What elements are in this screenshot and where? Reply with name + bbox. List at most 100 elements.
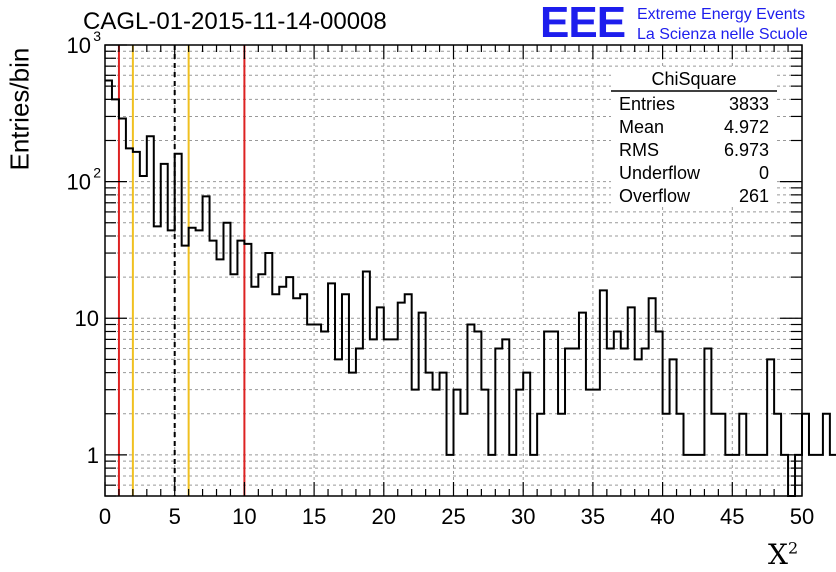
histogram-bin — [565, 349, 572, 496]
histogram-bin — [391, 339, 398, 496]
histogram-bin — [223, 223, 230, 496]
x-tick-label: 35 — [581, 504, 605, 529]
histogram-bin — [767, 359, 774, 496]
grid-layer — [105, 45, 802, 496]
histogram-bin — [237, 241, 244, 496]
histogram-bin — [300, 294, 307, 496]
histogram-bin — [704, 349, 711, 496]
eee-logo: EEE Extreme Energy Events La Scienza nel… — [540, 0, 830, 46]
histogram-bin — [663, 414, 670, 496]
histogram-bin — [210, 241, 217, 496]
histogram-bin — [711, 414, 718, 496]
histogram-bin — [196, 230, 203, 496]
histogram-bin — [488, 455, 495, 496]
histogram-bin — [830, 455, 836, 496]
histogram-bin — [467, 324, 474, 496]
x-axis-label-exponent: 2 — [787, 538, 799, 558]
histogram-bin — [495, 349, 502, 496]
histogram-bin — [147, 136, 154, 496]
histogram-bin — [690, 455, 697, 496]
histogram-bin — [621, 349, 628, 496]
histogram-bin — [447, 455, 454, 496]
y-tick-label: 1 — [87, 443, 99, 468]
histogram-bin — [384, 339, 391, 496]
histogram-bin — [307, 324, 314, 496]
logo-text-line2: La Scienza nelle Scuole — [637, 26, 808, 43]
histogram-bin — [474, 331, 481, 496]
histogram-bin — [530, 455, 537, 496]
histogram-bin — [412, 390, 419, 496]
x-tick-label: 20 — [372, 504, 396, 529]
histogram-bin — [481, 390, 488, 496]
histogram-bin — [753, 455, 760, 496]
stats-row-value: 0 — [759, 163, 769, 183]
histogram-layer — [105, 79, 836, 497]
x-tick-label: 45 — [720, 504, 744, 529]
histogram-bin — [781, 455, 788, 496]
histogram-bin — [649, 298, 656, 496]
histogram-bin — [349, 373, 356, 496]
histogram-bin — [509, 455, 516, 496]
histogram-bin — [230, 274, 237, 496]
histogram-bin — [328, 283, 335, 496]
histogram-bin — [258, 274, 265, 496]
reference-lines-layer — [117, 45, 246, 496]
histogram-bin — [335, 359, 342, 496]
histogram-bin — [809, 455, 816, 496]
histogram-bin — [502, 339, 509, 496]
histogram-bin — [718, 414, 725, 496]
histogram-bin — [760, 455, 767, 496]
histogram-bin — [586, 390, 593, 496]
histogram-bin — [544, 331, 551, 496]
histogram-bin — [802, 414, 809, 496]
histogram-bin — [175, 154, 182, 496]
histogram-bin — [356, 349, 363, 496]
x-tick-label: 40 — [650, 504, 674, 529]
stats-row-value: 3833 — [729, 94, 769, 114]
histogram-bin — [377, 307, 384, 496]
histogram-bin — [314, 324, 321, 496]
histogram-bin — [133, 152, 140, 496]
logo-text-line1: Extreme Energy Events — [637, 6, 806, 23]
histogram-bin — [454, 390, 461, 496]
histogram-bin — [203, 196, 210, 496]
histogram-bin — [523, 373, 530, 496]
histogram-bin — [628, 307, 635, 496]
histogram-bin — [426, 373, 433, 496]
histogram-bin — [746, 455, 753, 496]
logo-mark: EEE — [540, 0, 626, 47]
histogram-bin — [154, 226, 161, 496]
histogram-bin — [551, 331, 558, 496]
histogram-bin — [140, 176, 147, 496]
x-axis-label: X2 — [768, 538, 798, 571]
histogram-bin — [105, 80, 112, 496]
x-tick-label: 0 — [99, 504, 111, 529]
x-tick-label: 30 — [511, 504, 535, 529]
histogram-bin — [614, 331, 621, 496]
stats-row-value: 4.972 — [724, 117, 769, 137]
histogram-bin — [725, 455, 732, 496]
stats-row-label: Entries — [619, 94, 675, 114]
histogram-outline — [105, 79, 836, 497]
histogram-bin — [732, 455, 739, 496]
histogram-bin — [635, 359, 642, 496]
histogram-bin — [244, 244, 251, 496]
stats-row-value: 261 — [739, 186, 769, 206]
x-tick-label: 25 — [441, 504, 465, 529]
histogram-bin — [739, 414, 746, 496]
histogram-bin — [168, 230, 175, 496]
histogram-bin — [823, 414, 830, 496]
histogram-bin — [677, 414, 684, 496]
histogram-bin — [697, 455, 704, 496]
histogram-bin — [607, 349, 614, 496]
y-tick-label: 10 — [67, 33, 91, 58]
histogram-bin — [321, 331, 328, 496]
y-tick-label-exponent: 3 — [93, 28, 101, 44]
y-tick-label: 10 — [75, 306, 99, 331]
histogram-bin — [670, 359, 677, 496]
histogram-bin — [363, 271, 370, 496]
x-tick-label: 10 — [232, 504, 256, 529]
y-tick-label-exponent: 2 — [93, 165, 101, 181]
histogram-bin — [516, 390, 523, 496]
